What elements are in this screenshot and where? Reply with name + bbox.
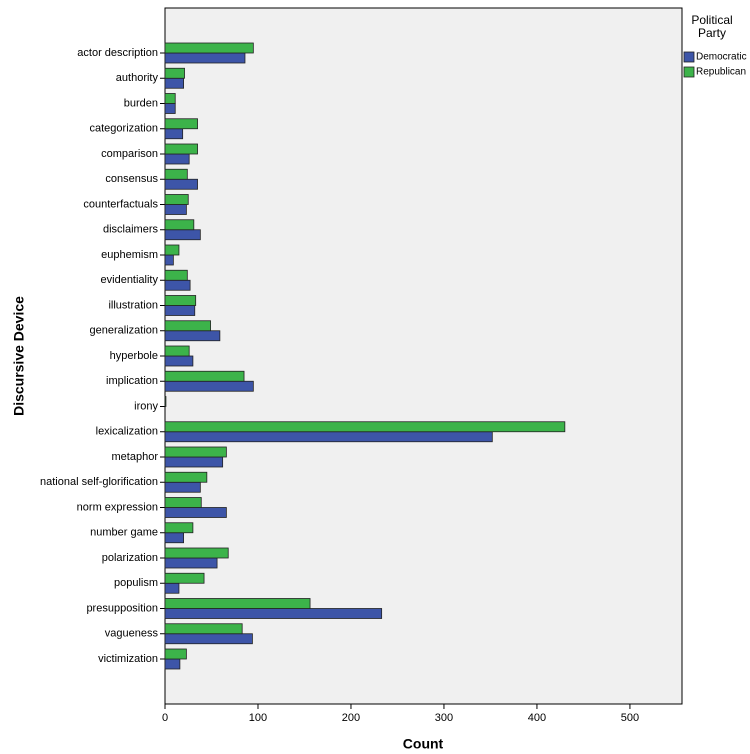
y-axis-label: Discursive Device [11, 296, 27, 416]
bar [165, 245, 179, 255]
bar [165, 573, 204, 583]
x-tick-label: 400 [528, 712, 546, 724]
page: Count Discursive Device 0 100 200 300 400 500… [0, 0, 750, 754]
bar [165, 371, 244, 381]
x-tick-label: 300 [435, 712, 453, 724]
bar [165, 609, 382, 619]
legend-label: Democratic [696, 52, 747, 63]
y-tick-label: generalization [90, 325, 159, 337]
y-tick-label: hyperbole [110, 350, 158, 362]
y-tick-label: irony [134, 400, 158, 412]
bar [165, 397, 166, 407]
y-tick-label: burden [124, 97, 158, 109]
y-tick-label: presupposition [86, 602, 158, 614]
x-axis-label: Count [403, 736, 444, 752]
bar [165, 523, 193, 533]
bar [165, 78, 184, 88]
bar [165, 144, 198, 154]
bar [165, 94, 175, 104]
x-tick-label: 500 [621, 712, 639, 724]
bar [165, 306, 195, 316]
y-tick-label: metaphor [112, 451, 159, 463]
y-tick-label: categorization [90, 123, 159, 135]
y-tick-label: polarization [102, 552, 158, 564]
bar [165, 356, 193, 366]
bar [165, 659, 180, 669]
x-tick-label: 200 [342, 712, 360, 724]
legend-swatch [684, 52, 694, 62]
bar [165, 624, 242, 634]
bar [165, 154, 189, 164]
bar [165, 381, 253, 391]
bar [165, 53, 245, 63]
bar [165, 331, 220, 341]
y-tick-label: evidentiality [101, 274, 159, 286]
bar [165, 482, 200, 492]
bar [165, 280, 190, 290]
y-tick-label: euphemism [101, 249, 158, 261]
bar [165, 205, 186, 215]
bar [165, 129, 183, 139]
bar [165, 533, 184, 543]
bar [165, 558, 217, 568]
bar [165, 119, 198, 129]
bar [165, 68, 185, 78]
y-tick-label: populism [114, 577, 158, 589]
bar [165, 220, 194, 230]
bar [165, 195, 188, 205]
y-tick-label: norm expression [77, 501, 158, 513]
bar [165, 179, 198, 189]
y-tick-label: counterfactuals [83, 198, 158, 210]
bar [165, 255, 173, 265]
bar [165, 649, 186, 659]
y-tick-label: actor description [77, 47, 158, 59]
bar [165, 548, 228, 558]
chart: Count Discursive Device 0 100 200 300 400 500… [0, 0, 750, 754]
bar [165, 230, 200, 240]
bar [165, 599, 310, 609]
bar [165, 43, 253, 53]
bar [165, 634, 252, 644]
bar [165, 422, 565, 432]
legend-title: Political Party [684, 14, 740, 40]
bar [165, 432, 492, 442]
legend-swatch [684, 67, 694, 77]
bar [165, 508, 226, 518]
legend-label: Republican [696, 67, 746, 78]
y-tick-label: consensus [105, 173, 158, 185]
y-tick-label: implication [106, 375, 158, 387]
bar [165, 296, 196, 306]
y-tick-label: authority [116, 72, 159, 84]
bar [165, 447, 226, 457]
bar [165, 104, 175, 114]
bar [165, 346, 189, 356]
y-tick-label: vagueness [105, 628, 159, 640]
bar [165, 270, 187, 280]
y-tick-label: comparison [101, 148, 158, 160]
y-tick-label: lexicalization [96, 426, 158, 438]
y-tick-label: disclaimers [103, 224, 159, 236]
bar [165, 321, 211, 331]
y-tick-label: national self-glorification [40, 476, 158, 488]
x-tick-label: 0 [162, 712, 168, 724]
bar [165, 169, 187, 179]
y-tick-label: illustration [108, 299, 158, 311]
y-tick-label: victimization [98, 653, 158, 665]
x-tick-label: 100 [249, 712, 267, 724]
y-tick-label: number game [90, 527, 158, 539]
bar [165, 498, 201, 508]
bar [165, 472, 207, 482]
bar [165, 583, 179, 593]
bar [165, 457, 223, 467]
